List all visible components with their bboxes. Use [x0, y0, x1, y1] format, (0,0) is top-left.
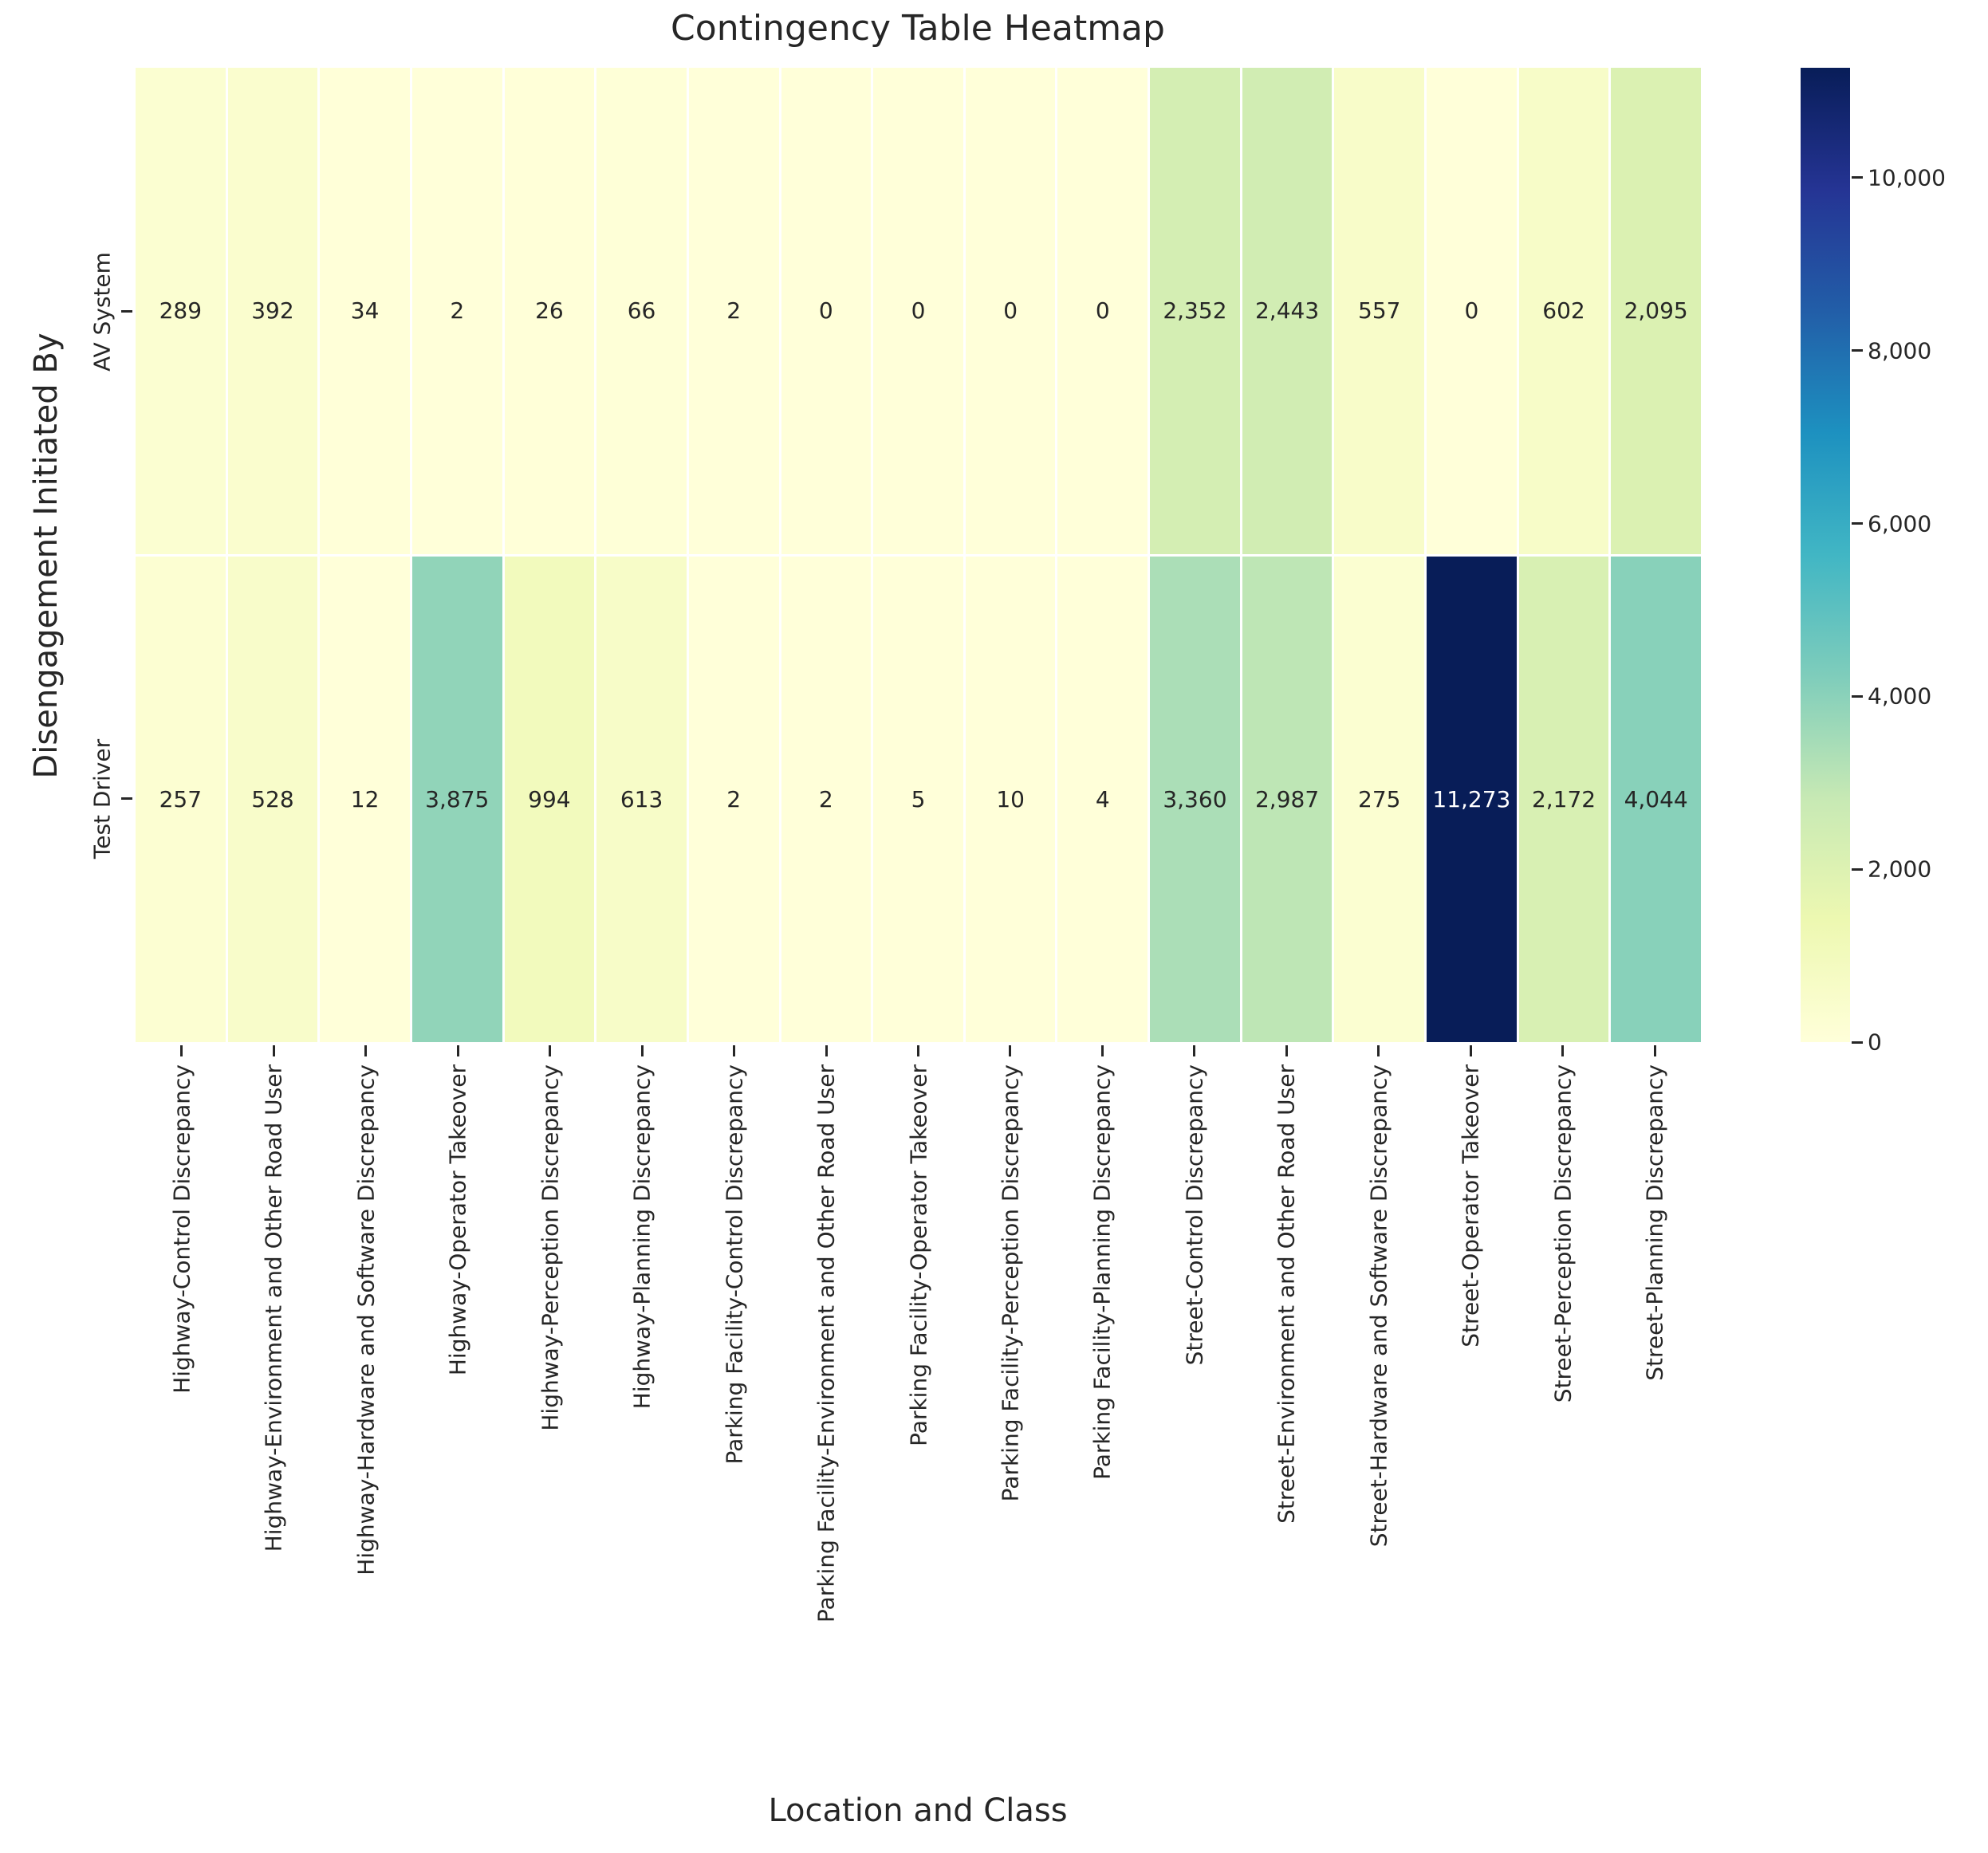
- tick-mark: [121, 797, 132, 800]
- x-tick-label: Highway-Operator Takeover: [444, 1064, 471, 1376]
- heatmap-cell: 2,095: [1611, 68, 1701, 554]
- heatmap-cell: 994: [504, 556, 595, 1042]
- heatmap-cell: 392: [227, 68, 318, 554]
- colorbar-tick-label: 8,000: [1868, 337, 1932, 364]
- heatmap-cell: 4: [1057, 556, 1148, 1042]
- tick-mark: [121, 310, 132, 313]
- heatmap-cell: 0: [781, 68, 872, 554]
- tick-mark: [1852, 522, 1863, 525]
- heatmap-cell: 2: [688, 68, 779, 554]
- x-tick-label: Parking Facility-Perception Discrepancy: [997, 1064, 1024, 1502]
- heatmap-cell: 2,352: [1150, 68, 1240, 554]
- x-tick-label: Street-Perception Discrepancy: [1549, 1064, 1577, 1403]
- colorbar-tick-label: 10,000: [1868, 164, 1946, 191]
- heatmap-cell: 557: [1334, 68, 1425, 554]
- x-tick-label: Highway-Control Discrepancy: [168, 1064, 195, 1394]
- tick-mark: [364, 1045, 368, 1056]
- tick-mark: [1009, 1045, 1012, 1056]
- x-tick-label: Highway-Planning Discrepancy: [628, 1064, 655, 1410]
- heatmap-grid: 289 392 34 2 26 66 2 0 0 0 0 2,352 2,443 557 0 602 2,095…: [136, 68, 1701, 1042]
- x-tick-label: Street-Environment and Other Road User: [1273, 1064, 1300, 1524]
- tick-mark: [1285, 1045, 1288, 1056]
- heatmap-cell: 257: [136, 556, 226, 1042]
- heatmap-cell: 2,443: [1242, 68, 1333, 554]
- y-axis-label: Disengagement Initiated By: [28, 332, 65, 779]
- colorbar-tick-label: 4,000: [1868, 683, 1932, 710]
- tick-mark: [1193, 1045, 1196, 1056]
- heatmap-cell: 289: [136, 68, 226, 554]
- heatmap-cell: 0: [873, 68, 963, 554]
- colorbar: [1801, 68, 1850, 1042]
- tick-mark: [272, 1045, 275, 1056]
- tick-mark: [825, 1045, 828, 1056]
- tick-mark: [456, 1045, 459, 1056]
- tick-mark: [549, 1045, 552, 1056]
- tick-mark: [1852, 176, 1863, 179]
- heatmap-cell: 2,987: [1242, 556, 1333, 1042]
- tick-mark: [1852, 1041, 1863, 1044]
- x-tick-label: Street-Hardware and Software Discrepancy: [1365, 1064, 1392, 1548]
- x-tick-label: Highway-Hardware and Software Discrepanc…: [352, 1064, 380, 1576]
- tick-mark: [640, 1045, 644, 1056]
- heatmap-cell: 3,360: [1150, 556, 1240, 1042]
- chart-title: Contingency Table Heatmap: [671, 8, 1165, 49]
- tick-mark: [733, 1045, 736, 1056]
- tick-mark: [180, 1045, 183, 1056]
- heatmap-cell: 12: [320, 556, 410, 1042]
- y-tick-label: AV System: [89, 251, 116, 372]
- tick-mark: [1852, 349, 1863, 352]
- tick-mark: [917, 1045, 919, 1056]
- x-tick-label: Street-Operator Takeover: [1457, 1064, 1484, 1347]
- heatmap-cell: 34: [320, 68, 410, 554]
- heatmap-cell: 2: [688, 556, 779, 1042]
- x-tick-label: Street-Control Discrepancy: [1181, 1064, 1208, 1366]
- heatmap-cell: 5: [873, 556, 963, 1042]
- heatmap-cell: 3,875: [411, 556, 502, 1042]
- heatmap-cell: 4,044: [1611, 556, 1701, 1042]
- heatmap-cell: 0: [1427, 68, 1517, 554]
- colorbar-tick-label: 2,000: [1868, 856, 1932, 883]
- heatmap-cell: 11,273: [1427, 556, 1517, 1042]
- heatmap-cell: 10: [965, 556, 1056, 1042]
- heatmap-cell: 613: [596, 556, 687, 1042]
- heatmap-cell: 0: [965, 68, 1056, 554]
- heatmap-cell: 2: [411, 68, 502, 554]
- x-tick-label: Street-Planning Discrepancy: [1641, 1064, 1668, 1381]
- heatmap-cell: 528: [227, 556, 318, 1042]
- heatmap-cell: 2: [781, 556, 872, 1042]
- colorbar-tick-label: 0: [1868, 1029, 1882, 1056]
- y-tick-label: Test Driver: [89, 738, 116, 859]
- tick-mark: [1100, 1045, 1104, 1056]
- tick-mark: [1852, 867, 1863, 871]
- tick-mark: [1653, 1045, 1656, 1056]
- heatmap-cell: 275: [1334, 556, 1425, 1042]
- tick-mark: [1377, 1045, 1380, 1056]
- x-tick-label: Parking Facility-Planning Discrepancy: [1088, 1064, 1116, 1480]
- x-axis-label: Location and Class: [768, 1792, 1068, 1829]
- heatmap-cell: 26: [504, 68, 595, 554]
- heatmap-cell: 2,172: [1518, 556, 1609, 1042]
- x-tick-label: Parking Facility-Control Discrepancy: [721, 1064, 748, 1465]
- x-tick-label: Parking Facility-Operator Takeover: [905, 1064, 931, 1446]
- colorbar-tick-label: 6,000: [1868, 510, 1932, 537]
- tick-mark: [1561, 1045, 1565, 1056]
- heatmap-cell: 602: [1518, 68, 1609, 554]
- heatmap-cell: 0: [1057, 68, 1148, 554]
- x-tick-label: Highway-Environment and Other Road User: [260, 1064, 287, 1552]
- tick-mark: [1852, 694, 1863, 698]
- tick-mark: [1469, 1045, 1472, 1056]
- heatmap-cell: 66: [596, 68, 687, 554]
- x-tick-label: Parking Facility-Environment and Other R…: [813, 1064, 840, 1623]
- x-tick-label: Highway-Perception Discrepancy: [537, 1064, 564, 1431]
